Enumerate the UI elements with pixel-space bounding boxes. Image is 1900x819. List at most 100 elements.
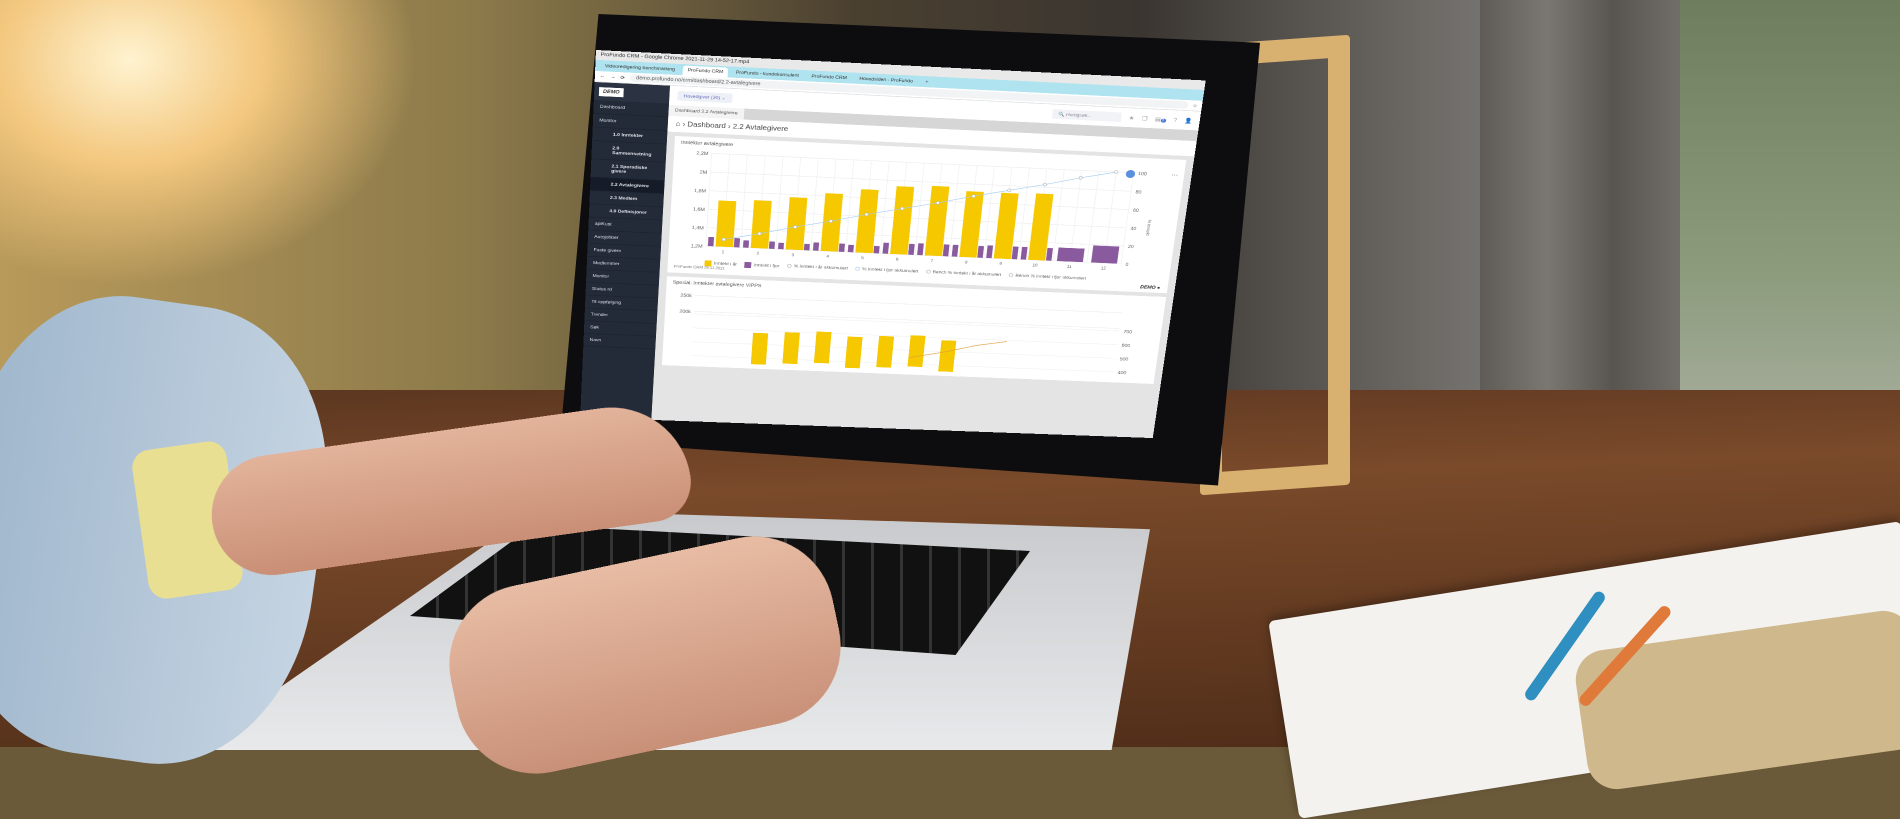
chart-card-inntekter: Inntekter avtalegivere ⋯ 1,2M 1,4M 1,6M 1,8… xyxy=(667,136,1187,294)
zoom-out-button xyxy=(1125,169,1136,179)
bar-this-year xyxy=(715,200,737,248)
copy-icon[interactable]: ❐ xyxy=(1141,115,1148,122)
bar xyxy=(907,335,926,367)
search-input[interactable]: 🔍 Hurtigsøk... xyxy=(1051,109,1122,122)
bar-last-year xyxy=(707,236,715,247)
help-icon[interactable]: ? xyxy=(1173,116,1178,123)
bar xyxy=(750,332,769,365)
line-point xyxy=(972,195,976,198)
y2-tick-label: 80 xyxy=(1135,190,1142,195)
bar xyxy=(844,336,863,369)
bar-last-year xyxy=(777,242,785,250)
x-tick-label: 11 xyxy=(1067,264,1073,268)
bar-last-year xyxy=(1056,247,1085,263)
bar-last-year xyxy=(768,241,776,249)
line-point xyxy=(758,232,762,235)
star-icon[interactable]: ☆ xyxy=(1192,103,1198,109)
legend-swatch xyxy=(744,261,752,269)
legend-label: % inntekt i fjor akkumulert xyxy=(861,266,919,274)
line-point xyxy=(900,207,904,210)
bar-last-year xyxy=(942,244,950,257)
bar-this-year xyxy=(750,200,772,249)
bar-chart: 1,2M 1,4M 1,6M 1,8M 2M 2,2M 0 20 40 60 80 100 % innt… xyxy=(691,151,1153,270)
star-icon[interactable]: ★ xyxy=(1128,114,1135,121)
back-icon[interactable]: ← xyxy=(599,73,606,80)
new-tab-button[interactable]: + xyxy=(925,79,929,85)
sidebar-item[interactable]: Navn xyxy=(583,333,656,350)
y2-tick-label: 700 xyxy=(1123,330,1132,335)
bar-last-year xyxy=(742,240,750,248)
y2-tick-label: 20 xyxy=(1128,245,1135,250)
legend-swatch xyxy=(786,263,792,269)
gridline xyxy=(846,160,854,252)
x-tick-label: 9 xyxy=(999,262,1002,266)
gridline xyxy=(811,158,819,250)
bar-this-year xyxy=(785,197,808,251)
bar-last-year xyxy=(873,245,880,254)
y-tick-label: 1,2M xyxy=(691,244,703,250)
legend-label: % inntekt i år akkumulert xyxy=(793,264,849,271)
line-point xyxy=(829,220,833,223)
bar-last-year xyxy=(803,243,810,251)
main-content: Hovedgiver (30) ⌄ 🔍 Hurtigsøk... ★ ❐ ▤8 … xyxy=(651,85,1202,439)
y-tick-label: 1,4M xyxy=(692,226,704,232)
reload-icon[interactable]: ⟳ xyxy=(620,75,626,81)
gridline xyxy=(984,166,994,258)
gridline xyxy=(706,153,712,246)
bar-last-year xyxy=(812,242,820,251)
line-point xyxy=(1079,176,1083,179)
bar xyxy=(876,335,895,368)
y-tick-label: 2,2M xyxy=(696,151,708,157)
bar-last-year xyxy=(986,245,994,259)
line-point xyxy=(865,213,869,216)
x-tick-label: 2 xyxy=(757,251,760,255)
bar-this-year xyxy=(855,189,879,254)
y-tick-label: 1,6M xyxy=(693,207,705,213)
bar-last-year xyxy=(733,238,741,248)
y2-tick-label: 500 xyxy=(1119,357,1128,362)
bar xyxy=(813,331,832,364)
line-point xyxy=(936,201,940,204)
x-tick-label: 4 xyxy=(826,254,829,258)
y2-tick-label: 400 xyxy=(1117,371,1126,376)
legend-label: Inntekt i fjor xyxy=(753,263,780,269)
chart-card-vipps: Spesial: Inntekter avtalegivere VIPPS 20… xyxy=(661,276,1167,384)
bar-last-year xyxy=(917,243,924,256)
legend-swatch xyxy=(855,266,861,271)
gridline xyxy=(1053,170,1064,261)
line-point xyxy=(1114,171,1118,174)
bar-last-year xyxy=(1011,246,1019,260)
y2-tick-label: 0 xyxy=(1125,262,1129,267)
bar-chart-vipps: 200k 250k 400 500 600 700 xyxy=(679,293,1132,376)
y-tick-label: 2M xyxy=(700,170,708,176)
x-tick-label: 12 xyxy=(1101,266,1107,270)
bar-last-year xyxy=(1045,247,1053,261)
bar-last-year xyxy=(1091,245,1120,264)
gridline xyxy=(712,153,1134,173)
bar-last-year xyxy=(838,243,845,252)
gridline xyxy=(694,314,1119,331)
forward-icon[interactable]: → xyxy=(609,74,616,80)
gridline xyxy=(915,163,924,255)
bar-last-year xyxy=(977,245,985,258)
legend-swatch xyxy=(925,269,931,274)
brand-logo: DEMO ● xyxy=(1139,285,1161,291)
y-tick-label: 200k xyxy=(679,309,691,315)
x-tick-label: 5 xyxy=(861,256,864,260)
gridline xyxy=(741,155,747,248)
gridline xyxy=(1070,170,1082,261)
x-tick-label: 10 xyxy=(1032,263,1038,267)
y2-axis-label: % inntekt xyxy=(1145,220,1152,237)
more-menu-icon[interactable]: ⋯ xyxy=(1170,171,1179,179)
bar-last-year xyxy=(1020,246,1028,260)
x-tick-label: 1 xyxy=(722,250,725,254)
user-icon[interactable]: 👤 xyxy=(1184,117,1193,124)
line-point xyxy=(793,225,797,228)
y-tick-label: 250k xyxy=(680,293,692,299)
gridline xyxy=(694,311,1120,328)
gridline xyxy=(950,165,960,257)
notification-icon[interactable]: ▤8 xyxy=(1154,115,1167,123)
x-tick-label: 6 xyxy=(896,257,899,261)
filter-dropdown[interactable]: Hovedgiver (30) ⌄ xyxy=(677,90,733,104)
x-tick-label: 8 xyxy=(965,260,968,264)
